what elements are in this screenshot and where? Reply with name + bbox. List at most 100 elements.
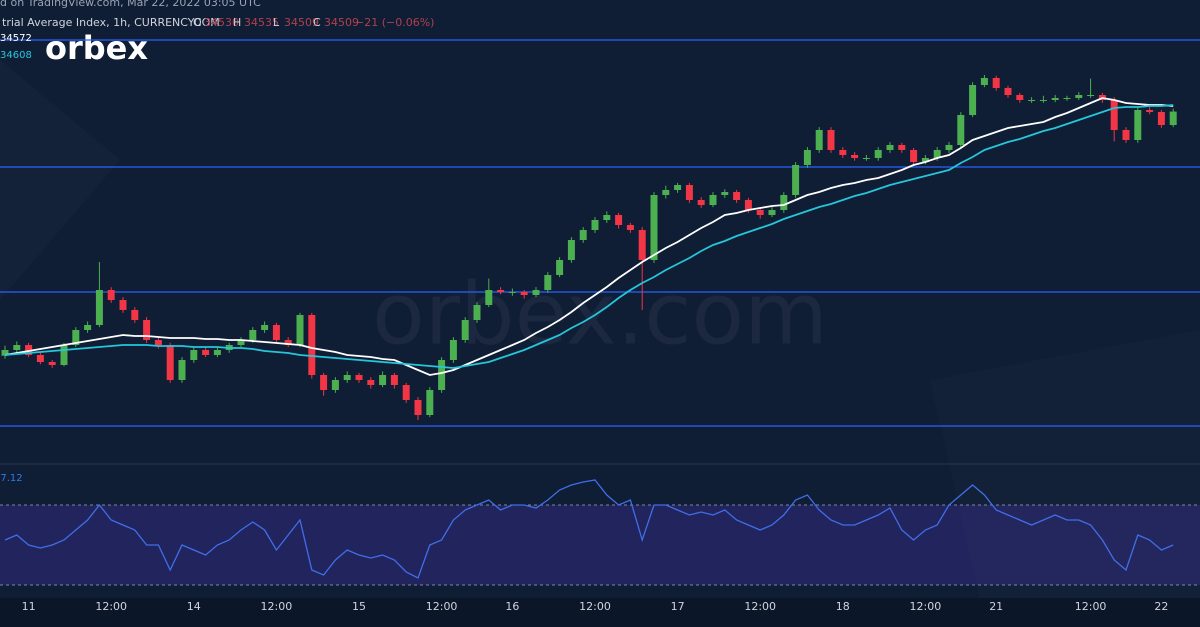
ohlc-value: 34509: [284, 16, 319, 29]
candle-body: [36, 355, 44, 362]
rsi-value-label: 57.12: [0, 473, 23, 484]
candle-body: [426, 390, 434, 415]
ohlc-label: O: [193, 16, 202, 29]
x-tick-label: 12:00: [261, 600, 293, 613]
candle-body: [556, 260, 564, 275]
x-tick-label: 12:00: [910, 600, 942, 613]
candle-body: [603, 215, 611, 220]
ohlc-label: L: [273, 16, 280, 29]
x-tick-label: 12:00: [95, 600, 127, 613]
candle-body: [1087, 95, 1095, 96]
candle-body: [591, 220, 599, 230]
candle-body: [154, 340, 162, 345]
candle-body: [249, 330, 257, 340]
x-tick-label: 12:00: [744, 600, 776, 613]
candle-body: [744, 200, 752, 210]
candle-body: [497, 290, 505, 292]
candle-body: [367, 380, 375, 385]
candle-body: [343, 375, 351, 380]
candle-body: [461, 320, 469, 340]
candle-body: [839, 150, 847, 155]
candle-body: [768, 210, 776, 215]
candle-body: [520, 292, 528, 295]
candle-body: [1016, 95, 1024, 100]
candle-body: [213, 350, 221, 355]
symbol-title: trial Average Index, 1h, CURRENCYCOM: [2, 16, 220, 29]
candle-body: [202, 350, 210, 355]
candle-body: [886, 145, 894, 150]
candle-body: [721, 192, 729, 195]
ma-value-label: 34572: [0, 33, 32, 44]
candle-body: [862, 158, 870, 159]
candle-body: [1, 350, 9, 356]
candle-body: [532, 290, 540, 295]
ohlc-label: H: [233, 16, 241, 29]
candle-body: [13, 345, 21, 350]
candle-body: [1075, 95, 1083, 98]
x-tick-label: 11: [22, 600, 36, 613]
candle-body: [780, 195, 788, 210]
candle-body: [933, 150, 941, 158]
candle-body: [898, 145, 906, 150]
candle-body: [178, 360, 186, 380]
candle-body: [638, 230, 646, 260]
x-tick-label: 18: [836, 600, 850, 613]
candle-body: [697, 200, 705, 205]
source-line: d on TradingView.com, Mar 22, 2022 03:05…: [0, 0, 261, 9]
candle-body: [685, 185, 693, 200]
candle-body: [166, 345, 174, 380]
candle-body: [1051, 98, 1059, 100]
candle-body: [402, 385, 410, 400]
candle-body: [190, 350, 198, 360]
candle-body: [107, 290, 115, 300]
ohlc-value: 34509: [324, 16, 359, 29]
candle-body: [874, 150, 882, 158]
candle-body: [72, 330, 80, 345]
candle-body: [390, 375, 398, 385]
candle-body: [25, 345, 33, 355]
candle-body: [131, 310, 139, 320]
candle-body: [508, 292, 516, 293]
candle-body: [851, 155, 859, 158]
candle-body: [674, 185, 682, 190]
rsi-line: [4, 479, 1174, 579]
candle-body: [1028, 100, 1036, 101]
candle-body: [910, 150, 918, 162]
candle-body: [1169, 111, 1177, 125]
candle-body: [84, 325, 92, 330]
candle-body: [615, 215, 623, 225]
candle-body: [1134, 110, 1142, 140]
candle-body: [60, 345, 68, 365]
candle-body: [48, 362, 56, 365]
candle-body: [921, 158, 929, 162]
candle-body: [1146, 110, 1154, 112]
candle-body: [95, 290, 103, 325]
candle-body: [1039, 100, 1047, 101]
candle-body: [969, 85, 977, 115]
x-tick-label: 17: [671, 600, 685, 613]
candle-body: [284, 340, 292, 345]
candle-body: [733, 192, 741, 200]
candle-body: [414, 400, 422, 415]
candle-body: [296, 315, 304, 345]
candle-body: [308, 315, 316, 375]
candle-body: [709, 195, 717, 205]
candle-body: [803, 150, 811, 165]
x-tick-label: 15: [352, 600, 366, 613]
ohlc-label: C: [313, 16, 321, 29]
candle-body: [320, 375, 328, 390]
candle-body: [827, 130, 835, 150]
x-tick-label: 16: [505, 600, 519, 613]
candle-body: [261, 325, 269, 330]
candle-body: [119, 300, 127, 310]
candle-body: [992, 78, 1000, 88]
candle-body: [579, 230, 587, 240]
candle-body: [957, 115, 965, 145]
ohlc-value: 34530: [204, 16, 239, 29]
moving-average: [4, 104, 1174, 369]
candle-body: [438, 360, 446, 390]
x-tick-label: 12:00: [579, 600, 611, 613]
candle-body: [331, 380, 339, 390]
